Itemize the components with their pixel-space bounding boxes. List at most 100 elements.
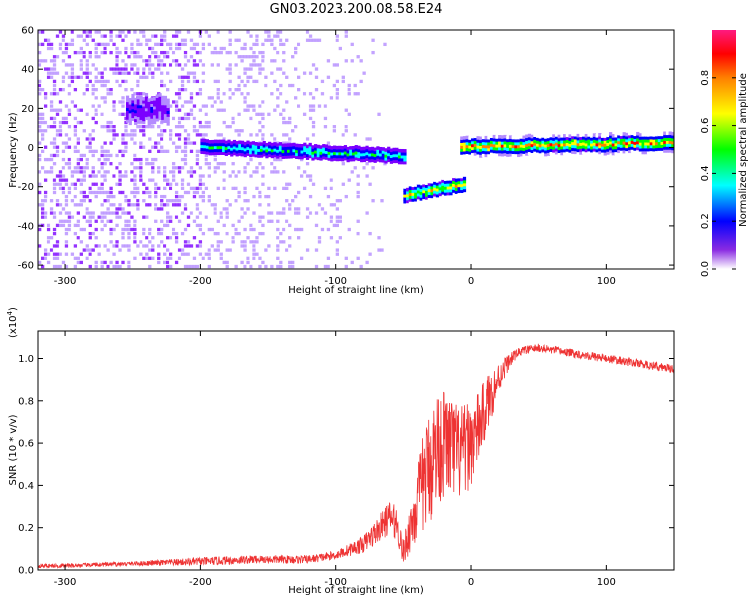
- spectrogram-cell: [279, 55, 283, 59]
- spectrogram-cell: [160, 203, 164, 207]
- spectrogram-cell: [118, 190, 122, 195]
- spectrogram-cell: [100, 34, 104, 38]
- spectrogram-cell: [441, 185, 445, 189]
- spectrogram-cell: [285, 38, 289, 42]
- spectrogram-cell: [115, 79, 119, 84]
- spectrogram-cell: [611, 134, 615, 138]
- spectrogram-cell: [139, 174, 143, 178]
- spectrogram-cell: [519, 152, 523, 157]
- spectrogram-cell: [435, 179, 440, 183]
- spectrogram-cell: [224, 140, 228, 145]
- spectrogram-cell: [387, 146, 391, 151]
- spectrogram-cell: [64, 256, 69, 260]
- spectrogram-cell: [270, 240, 274, 244]
- spectrogram-cell: [311, 223, 316, 228]
- spectrogram-cell: [476, 147, 480, 152]
- spectrogram-cell: [67, 223, 72, 228]
- spectrogram-cell: [52, 256, 57, 260]
- spectrogram-cell: [163, 203, 167, 207]
- spectrogram-cell: [76, 211, 81, 215]
- spectrogram-cell: [183, 141, 188, 145]
- spectrogram-cell: [180, 203, 185, 207]
- spectrogram-cell: [489, 146, 494, 150]
- spectrogram-cell: [225, 194, 229, 199]
- spectrogram-cell: [400, 151, 404, 156]
- spectrogram-cell: [237, 42, 241, 47]
- spectrogram-cell: [150, 115, 154, 119]
- spectrogram-cell: [121, 174, 125, 178]
- spectrogram-cell: [49, 256, 54, 260]
- spectrogram-cell: [641, 141, 645, 146]
- spectrogram-cell: [76, 108, 81, 112]
- spectrogram-cell: [112, 133, 116, 137]
- spectrogram-cell: [538, 137, 542, 142]
- spectrogram-cell: [279, 50, 283, 55]
- spectrogram-cell: [237, 186, 241, 191]
- spectrogram-cell: [213, 100, 217, 104]
- spectrogram-cell: [201, 190, 206, 195]
- spectrogram-cell: [38, 59, 42, 63]
- spectrogram-cell: [514, 150, 518, 155]
- spectrogram-cell: [506, 135, 510, 140]
- spectrogram-cell: [273, 34, 277, 38]
- spectrogram-cell: [323, 264, 328, 269]
- spectrogram-cell: [124, 79, 128, 84]
- spectrogram-cell: [100, 186, 104, 191]
- spectrogram-cell: [222, 87, 226, 92]
- spectrogram-cell: [133, 252, 137, 256]
- spectrogram-cell: [546, 152, 550, 156]
- spectrogram-cell: [85, 59, 89, 63]
- spectrogram-cell: [40, 166, 45, 170]
- spectrogram-cell: [121, 96, 125, 100]
- spectrogram-cell: [270, 211, 274, 215]
- spectrogram-cell: [195, 87, 200, 92]
- spectrogram-cell: [565, 133, 569, 138]
- spectrogram-cell: [609, 135, 613, 139]
- snr-xtick-label: -200: [189, 577, 212, 588]
- spectrogram-cell: [374, 34, 378, 38]
- spectrogram-cell: [332, 63, 337, 67]
- spectrogram-cell: [323, 252, 328, 256]
- spectrogram-cell: [127, 182, 131, 186]
- spectrogram-cell: [446, 194, 450, 199]
- spectrogram-cell: [192, 67, 197, 71]
- spectrogram-cell: [55, 149, 60, 153]
- spectrogram-cell: [258, 83, 262, 88]
- spectrogram-cell: [127, 219, 131, 223]
- spectrogram-cell: [590, 139, 594, 144]
- spectrogram-cell: [356, 104, 360, 108]
- spectrogram-cell: [500, 149, 504, 154]
- spectrogram-cell: [150, 106, 154, 110]
- spectrogram-cell: [118, 83, 122, 88]
- spectrogram-cell: [216, 46, 220, 51]
- spectrogram-cell: [314, 75, 319, 79]
- spectrogram-cell: [195, 162, 200, 166]
- spectrogram-cell: [190, 26, 193, 29]
- spectrogram-cell: [189, 170, 194, 174]
- spectrogram-cell: [603, 137, 607, 141]
- spectrogram-xtick-label: -200: [189, 276, 212, 287]
- spectrogram-cell: [151, 223, 155, 228]
- spectrogram-cell: [356, 92, 360, 96]
- spectrogram-cell: [527, 151, 532, 155]
- spectrogram-cell: [225, 92, 229, 96]
- spectrogram-cell: [216, 162, 220, 166]
- spectrogram-cell: [249, 46, 253, 51]
- spectrogram-cell: [106, 215, 110, 219]
- spectrogram-cell: [88, 236, 92, 240]
- spectrogram-cell: [136, 211, 140, 215]
- spectrogram-cell: [237, 83, 241, 88]
- spectrogram-cell: [324, 144, 329, 149]
- spectrogram-cell: [258, 38, 262, 42]
- spectrogram-cell: [136, 42, 140, 47]
- spectrogram-cell: [297, 38, 301, 42]
- spectrogram-cell: [665, 137, 670, 141]
- spectrogram-cell: [82, 120, 86, 125]
- spectrogram-cell: [373, 150, 377, 155]
- spectrogram-cell: [433, 184, 437, 188]
- spectrogram-cell: [189, 149, 194, 153]
- spectrogram-cell: [158, 104, 162, 109]
- spectrogram-cell: [646, 147, 651, 152]
- spectrogram-cell: [341, 79, 345, 84]
- spectrogram-cell: [70, 215, 75, 219]
